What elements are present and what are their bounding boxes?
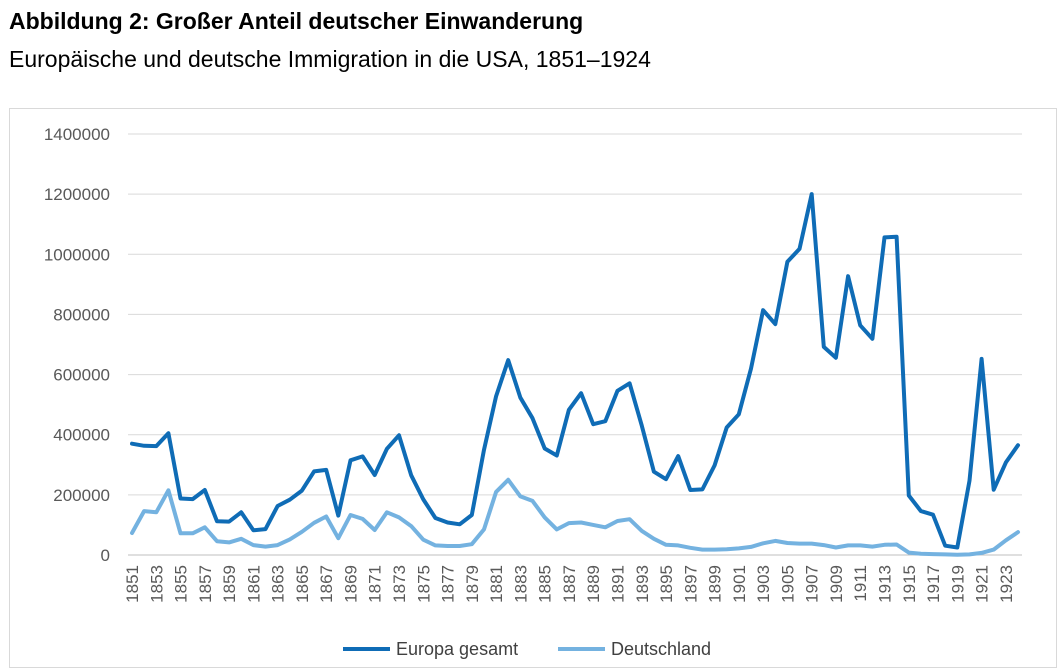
x-tick-label: 1859	[220, 565, 239, 603]
legend: Europa gesamt Deutschland	[343, 639, 711, 659]
x-tick-label: 1863	[269, 565, 288, 603]
x-tick-label: 1875	[414, 565, 433, 603]
x-tick-label: 1923	[997, 565, 1016, 603]
series-line-europa	[130, 192, 1020, 550]
y-tick-label: 200000	[53, 486, 110, 505]
x-tick-label: 1913	[875, 565, 894, 603]
x-tick-label: 1865	[293, 565, 312, 603]
y-tick-label: 1400000	[44, 125, 110, 144]
x-tick-label: 1877	[439, 565, 458, 603]
x-tick-label: 1903	[754, 565, 773, 603]
x-tick-label: 1911	[851, 565, 870, 602]
x-tick-label: 1851	[123, 565, 142, 603]
gridlines	[128, 133, 1022, 556]
y-tick-label: 1000000	[44, 245, 110, 264]
x-tick-label: 1869	[341, 565, 360, 603]
series-line-deutschland	[130, 477, 1020, 557]
x-tick-label: 1907	[803, 565, 822, 603]
y-axis-ticks: 0 200000 400000 600000 800000 1000000 1200000 1…	[44, 125, 110, 565]
x-tick-label: 1855	[172, 565, 191, 603]
x-tick-label: 1919	[948, 565, 967, 603]
x-tick-label: 1889	[584, 565, 603, 603]
y-tick-label: 400000	[53, 426, 110, 445]
y-tick-label: 1200000	[44, 185, 110, 204]
x-tick-label: 1867	[317, 565, 336, 603]
x-tick-label: 1891	[608, 565, 627, 603]
x-tick-label: 1905	[778, 565, 797, 603]
y-tick-label: 0	[101, 546, 110, 565]
x-tick-label: 1901	[730, 565, 749, 603]
x-tick-label: 1885	[536, 565, 555, 603]
x-tick-label: 1873	[390, 565, 409, 603]
y-tick-label: 600000	[53, 366, 110, 385]
x-tick-label: 1871	[366, 565, 385, 603]
x-axis: 1851 1853 1855 1857 1859 1861 1863 1865 1867 1869…	[123, 554, 1022, 603]
chart-title: Abbildung 2: Großer Anteil deutscher Ein…	[9, 8, 584, 34]
x-tick-label: 1899	[706, 565, 725, 603]
x-tick-label: 1881	[487, 565, 506, 603]
x-tick-label: 1917	[924, 565, 943, 603]
x-tick-label: 1893	[633, 565, 652, 603]
x-tick-label: 1861	[244, 565, 263, 603]
x-tick-label: 1879	[463, 565, 482, 603]
x-tick-label: 1915	[900, 565, 919, 603]
legend-label-deutschland: Deutschland	[611, 639, 711, 659]
x-tick-label: 1921	[973, 565, 992, 603]
chart-frame	[9, 108, 1057, 668]
x-tick-label: 1895	[657, 565, 676, 603]
legend-label-europa: Europa gesamt	[396, 639, 518, 659]
x-tick-label: 1853	[147, 565, 166, 603]
x-tick-label: 1909	[827, 565, 846, 603]
x-tick-label: 1857	[196, 565, 215, 603]
series-lines	[130, 192, 1020, 557]
x-tick-label: 1887	[560, 565, 579, 603]
chart-subtitle: Europäische und deutsche Immigration in …	[9, 46, 651, 72]
x-tick-label: 1883	[511, 565, 530, 603]
y-tick-label: 800000	[53, 305, 110, 324]
x-tick-label: 1897	[681, 565, 700, 603]
